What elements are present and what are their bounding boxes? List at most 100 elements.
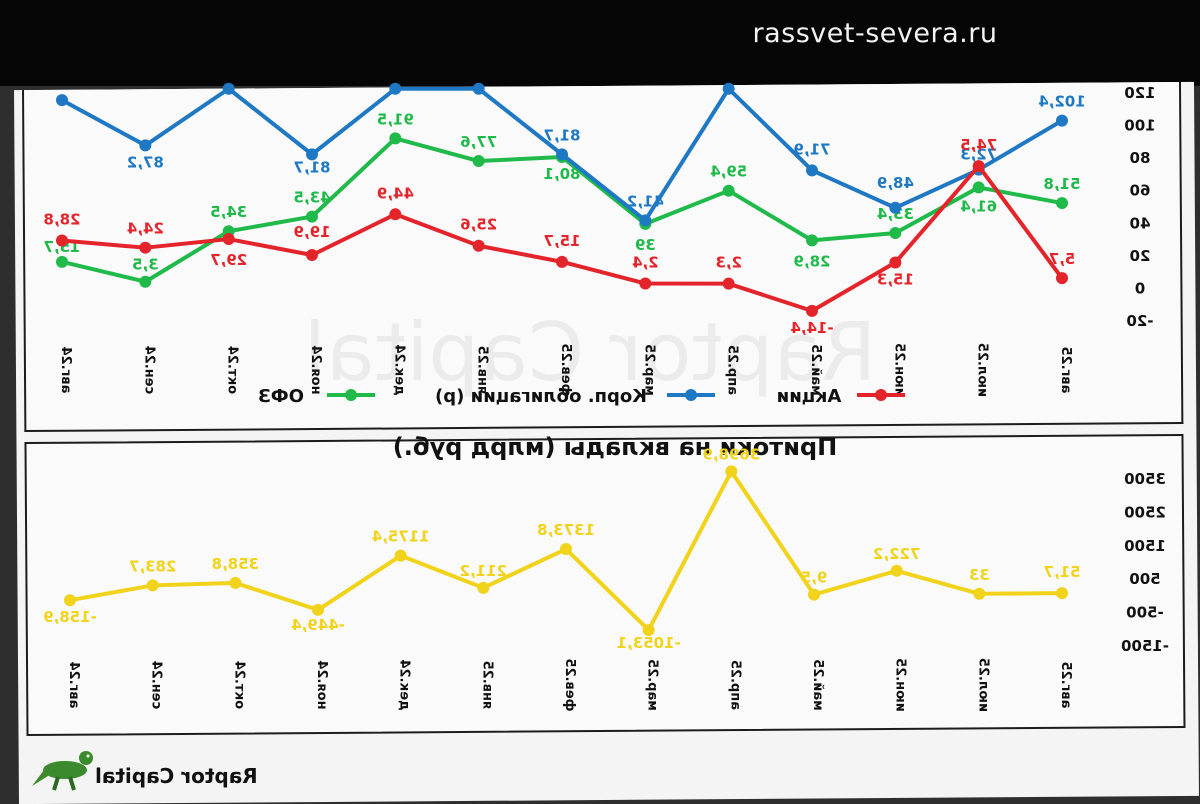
x-category-label: июл.25 [975,658,990,712]
data-label: 3,5 [132,256,159,274]
x-category-label: мар.25 [645,659,660,711]
x-category-label: янв.25 [479,661,494,710]
x-category-label: фев.25 [562,659,577,712]
x-category-label: авг.24 [66,662,81,709]
data-point [472,239,485,252]
data-point [722,82,735,95]
data-point [56,234,68,247]
data-point [472,82,485,95]
data-label: 19,9 [293,223,330,241]
data-label: 15,3 [877,271,914,289]
data-point [306,148,318,161]
x-category-label: авг.25 [1058,662,1073,709]
data-point [1056,197,1068,210]
data-point [306,249,318,262]
x-category-label: май.25 [808,344,823,396]
data-label: 61,4 [960,197,997,215]
chart-title: Притоки на вклады (млрд руб.) [393,433,838,461]
data-point [222,233,235,246]
y-tick-label: 40 [1130,214,1151,232]
data-label: 15,7 [543,232,580,250]
x-category-label: фев.25 [558,344,573,397]
data-point [389,208,402,221]
data-label: 9,5 [801,569,828,587]
data-point [389,132,402,145]
data-label: 43,5 [293,189,330,207]
data-label: 28,8 [43,211,80,229]
x-category-label: апр.25 [727,660,742,710]
data-label: 722,2 [873,545,920,563]
data-point [639,214,652,227]
data-label: 211,2 [460,562,507,580]
data-label: 358,8 [212,555,259,573]
x-category-label: июн.25 [891,343,906,397]
y-tick-label: 500 [1129,570,1160,588]
data-label: 25,6 [460,216,497,234]
data-point [139,275,152,288]
data-label: 29,7 [210,251,247,269]
x-category-label: июн.25 [893,658,908,712]
data-point [556,255,568,268]
data-point [806,164,818,177]
data-label: 2,3 [715,254,742,272]
data-point [389,82,402,95]
data-point [808,588,820,601]
data-point [972,160,985,173]
data-point [642,624,655,637]
y-tick-label: -20 [1126,312,1153,330]
x-category-label: сен.24 [141,346,156,395]
returns-line-chart: -20 0 20 40 60 80 100 120 авг.25 июл.25 июн.25 май.… [43,82,1156,407]
x-category-label: ноя.24 [308,345,323,394]
data-point [889,201,902,214]
data-label: 48,9 [877,174,914,192]
data-label: 1175,4 [372,528,430,546]
x-category-label: окт.24 [225,346,240,394]
x-category-label: янв.25 [475,346,490,395]
x-category-label: авг.24 [58,347,73,394]
data-label: 283,7 [129,557,176,575]
data-point [1056,114,1068,127]
data-label: 80,1 [543,165,580,183]
deposits-line-chart: -1500 -500 500 1500 2500 3500 авг.25 июл.25 июн.… [43,433,1169,712]
data-label: 2,4 [632,254,659,272]
data-label: 24,4 [127,220,164,238]
data-point [972,181,985,194]
data-label: 33 [969,566,990,584]
data-label: -158,9 [43,608,97,626]
y-tick-label: 100 [1124,117,1155,135]
data-point [725,465,738,478]
x-category-label: авг.25 [1058,347,1073,394]
y-tick-label: 20 [1130,247,1151,265]
y-tick-label: 0 [1135,279,1145,297]
data-label: 71,9 [793,140,830,158]
data-label: 102,4 [1038,93,1085,111]
data-point [146,579,159,592]
x-category-label: дек.24 [391,344,406,395]
data-label: 87,2 [127,153,164,171]
data-label: 44,9 [377,184,414,202]
legend-label: Акции [777,386,842,407]
data-label: -449,4 [291,616,345,634]
x-category-label: дек.24 [397,659,412,710]
x-category-label: май.25 [810,659,825,711]
data-point [56,94,68,107]
legend-marker [875,389,887,401]
y-tick-label: 80 [1130,149,1151,167]
legend-label: ОФЗ [258,386,304,407]
watermark: Raptor Capital [304,306,877,399]
data-point [64,594,76,607]
data-point [477,581,490,594]
data-label: 74,5 [960,136,997,154]
data-point [312,603,324,616]
x-category-label: июл.25 [975,343,990,397]
data-point [139,139,152,152]
y-tick-label: 120 [1124,84,1155,102]
site-domain[interactable]: rassvet-severa.ru [752,18,998,49]
data-point [229,576,242,589]
data-label: 33,4 [877,205,914,223]
data-point [222,82,235,95]
data-label: -1053,1 [617,634,681,652]
data-label: -14,4 [790,319,833,337]
data-point [806,234,818,247]
